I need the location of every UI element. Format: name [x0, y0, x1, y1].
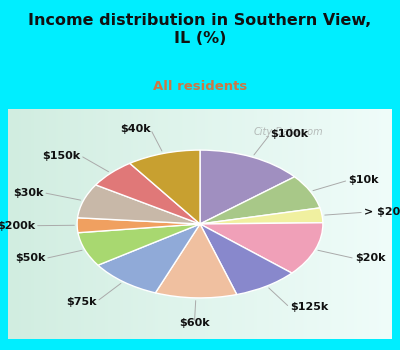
Wedge shape — [77, 218, 200, 233]
Text: $60k: $60k — [179, 318, 210, 328]
Text: All residents: All residents — [153, 79, 247, 93]
Wedge shape — [200, 223, 323, 273]
Wedge shape — [78, 185, 200, 224]
Wedge shape — [200, 208, 323, 224]
Text: $150k: $150k — [42, 150, 80, 161]
Text: $200k: $200k — [0, 221, 35, 231]
Wedge shape — [78, 224, 200, 265]
Wedge shape — [200, 177, 320, 224]
Text: $50k: $50k — [15, 253, 45, 264]
Text: $100k: $100k — [270, 129, 308, 139]
Wedge shape — [130, 150, 200, 224]
Text: $30k: $30k — [13, 188, 43, 198]
Wedge shape — [200, 224, 292, 295]
Text: $40k: $40k — [120, 124, 150, 134]
Wedge shape — [98, 224, 200, 293]
Wedge shape — [96, 163, 200, 224]
Text: Income distribution in Southern View,
IL (%): Income distribution in Southern View, IL… — [28, 13, 372, 46]
Wedge shape — [200, 150, 294, 224]
Wedge shape — [155, 224, 237, 298]
Text: $75k: $75k — [66, 296, 97, 307]
Text: City-Data.com: City-Data.com — [254, 127, 323, 136]
Text: $125k: $125k — [290, 302, 328, 313]
Text: $20k: $20k — [355, 253, 385, 264]
Text: $10k: $10k — [348, 175, 379, 185]
Text: > $200k: > $200k — [364, 207, 400, 217]
